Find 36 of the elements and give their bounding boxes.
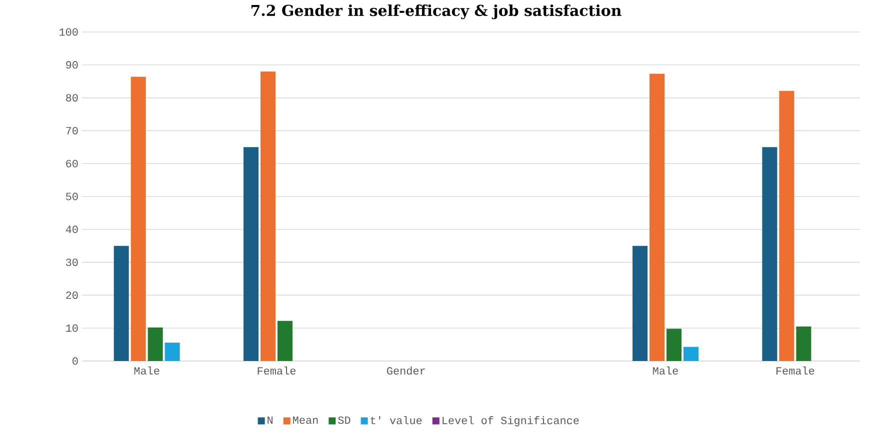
y-tick-label: 90 — [66, 61, 78, 69]
x-tick-label: Male — [134, 366, 160, 375]
bar — [779, 90, 794, 361]
bar — [130, 76, 146, 361]
y-tick-label: 50 — [66, 192, 78, 200]
bar — [683, 346, 698, 361]
x-tick-label: Female — [776, 366, 814, 375]
legend-label: t' value — [370, 416, 422, 424]
y-tick-label: 0 — [72, 357, 78, 365]
y-tick-label: 100 — [60, 28, 78, 36]
x-tick-label: Male — [653, 366, 678, 375]
bar — [114, 246, 129, 361]
bar — [796, 326, 812, 361]
chart-title: 7.2 Gender in self-efficacy & job satisfaction — [251, 4, 622, 20]
bar — [762, 147, 778, 361]
bar — [244, 147, 259, 361]
legend-label: SD — [338, 416, 350, 424]
y-tick-label: 70 — [66, 126, 78, 134]
bar — [278, 320, 292, 361]
bar — [632, 246, 648, 361]
bar — [148, 327, 163, 361]
bar — [650, 74, 665, 361]
y-tick-label: 60 — [66, 160, 78, 168]
y-tick-label: 80 — [66, 94, 78, 102]
bar — [666, 328, 682, 361]
legend-label: Level of Significance — [442, 416, 579, 426]
x-tick-label: Gender — [387, 366, 425, 375]
bar — [260, 71, 276, 361]
bar — [164, 342, 180, 361]
legend-label: N — [268, 416, 273, 424]
legend-label: Mean — [293, 416, 318, 424]
x-tick-label: Female — [258, 366, 296, 375]
y-tick-label: 10 — [66, 324, 78, 332]
y-tick-label: 40 — [66, 226, 78, 234]
y-tick-label: 20 — [66, 291, 78, 299]
y-tick-label: 30 — [66, 258, 78, 266]
